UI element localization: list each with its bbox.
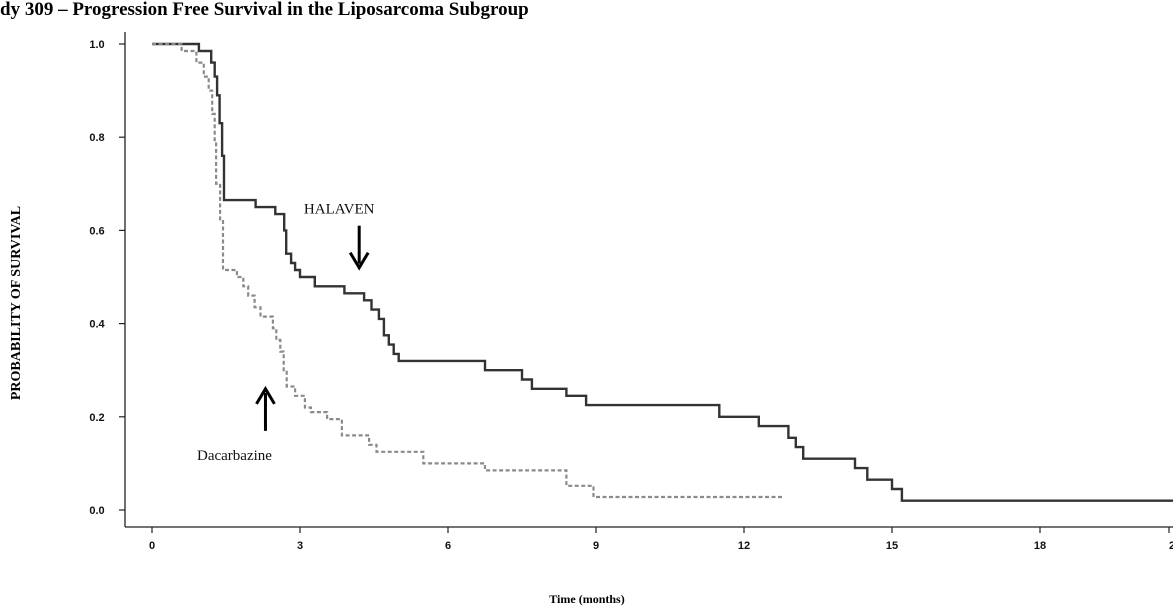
- dacarbazine-label: Dacarbazine: [197, 448, 272, 464]
- halaven-label: HALAVEN: [304, 202, 375, 218]
- x-tick-label: 9: [593, 540, 599, 552]
- x-tick-label: 6: [445, 540, 451, 552]
- dacarbazine-arrow-head: [255, 385, 276, 405]
- x-tick-label: 18: [1034, 540, 1046, 552]
- y-tick-label: 1.0: [89, 39, 104, 51]
- chart-title: dy 309 – Progression Free Survival in th…: [0, 0, 529, 20]
- axes: 0.0 0.2 0.4 0.6 0.8 1.0 0 3 6 9 12 15 18 2: [89, 32, 1173, 552]
- x-tick-label: 0: [149, 540, 155, 552]
- y-tick-label: 0.2: [89, 412, 104, 424]
- halaven-arrow-head: [348, 251, 370, 271]
- survival-curves: [152, 42, 1173, 502]
- x-tick-label: 15: [886, 540, 898, 552]
- x-tick-label: 2: [1169, 540, 1173, 552]
- x-axis-label: Time (months): [549, 592, 624, 606]
- series-dacarbazine-line: [152, 42, 784, 499]
- x-tick-label: 12: [738, 540, 750, 552]
- series-halaven-line: [152, 42, 1173, 502]
- y-tick-label: 0.4: [89, 319, 105, 331]
- y-tick-label: 0.6: [89, 225, 104, 237]
- annotations: HALAVEN Dacarbazine: [197, 202, 375, 464]
- y-tick-label: 0.0: [89, 505, 104, 517]
- x-tick-label: 3: [297, 540, 303, 552]
- y-tick-label: 0.8: [89, 132, 104, 144]
- y-axis-label: PROBABILITY OF SURVIVAL: [9, 206, 24, 400]
